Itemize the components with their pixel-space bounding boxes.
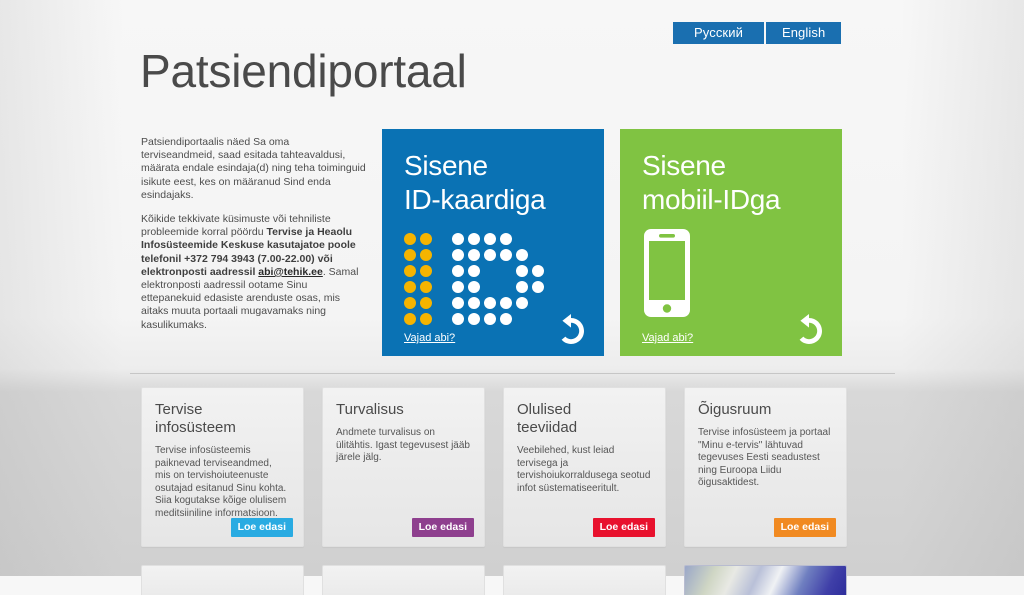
read-more-button[interactable]: Loe edasi — [411, 518, 474, 537]
info-card-row2-item[interactable] — [141, 565, 304, 595]
info-card-grid-row2 — [141, 565, 847, 595]
login-tile-mobile-id-title-line2: mobiil-IDga — [642, 184, 781, 215]
info-card-title: Turvalisus — [336, 401, 471, 419]
language-button-english[interactable]: English — [765, 22, 842, 44]
info-card-title-line2: teeviidad — [517, 419, 578, 436]
enter-arrow-icon — [561, 314, 584, 344]
intro-lead-text: Kõikide tekkivate küsimuste või tehnilis… — [141, 213, 331, 239]
info-card-row2-item[interactable] — [322, 565, 485, 595]
intro-support-contact: Tervise ja Heaolu Infosüsteemide Keskuse… — [141, 226, 356, 278]
info-card-turvalisus[interactable]: Turvalisus Andmete turvalisus on ülitäht… — [322, 387, 485, 547]
login-tile-mobile-id-help-link[interactable]: Vajad abi? — [642, 332, 694, 344]
info-card-row2-item[interactable] — [503, 565, 666, 595]
smartphone-icon — [644, 229, 690, 317]
login-tile-id-card-title: Sisene ID-kaardiga — [404, 149, 582, 217]
intro-paragraph-1: Patsiendiportaalis näed Sa oma tervisean… — [141, 136, 366, 201]
read-more-button[interactable]: Loe edasi — [773, 518, 836, 537]
login-tile-mobile-id[interactable]: Sisene mobiil-IDga Vajad abi? — [620, 129, 842, 356]
intro-tail-text: . Samal elektronposti aadressil ootame S… — [141, 265, 359, 331]
section-divider — [130, 373, 895, 374]
info-card-text: Tervise infosüsteem ja portaal "Minu e-t… — [698, 427, 831, 488]
info-card-title-line1: Olulised — [517, 401, 572, 418]
info-card-title: Tervise infosüsteem — [155, 401, 290, 437]
support-email-link[interactable]: abi@tehik.ee — [258, 265, 323, 278]
read-more-button[interactable]: Loe edasi — [230, 518, 293, 537]
intro-paragraph-2: Kõikide tekkivate küsimuste või tehnilis… — [141, 213, 366, 332]
info-card-title-line1: Õigusruum — [698, 401, 772, 418]
info-card-olulised-teeviidad[interactable]: Olulised teeviidad Veebilehed, kust leia… — [503, 387, 666, 547]
enter-arrow-icon — [799, 314, 822, 344]
language-switcher: Русский English — [673, 22, 842, 44]
page-root: Русский English Patsiendiportaal Patsien… — [130, 22, 895, 595]
info-card-title-line2: infosüsteem — [155, 419, 236, 436]
login-tile-id-card-help-link[interactable]: Vajad abi? — [404, 332, 456, 344]
info-card-title: Õigusruum — [698, 401, 833, 419]
info-card-text: Veebilehed, kust leiad tervisega ja terv… — [517, 445, 651, 494]
login-tile-id-card-title-line2: ID-kaardiga — [404, 184, 546, 215]
intro-text: Patsiendiportaalis näed Sa oma tervisean… — [141, 136, 366, 343]
login-tile-id-card[interactable]: Sisene ID-kaardiga Vajad abi? — [382, 129, 604, 356]
login-tile-id-card-title-line1: Sisene — [404, 150, 488, 181]
id-card-dot-matrix-icon — [404, 233, 546, 327]
info-card-title-line1: Tervise — [155, 401, 203, 418]
page-title: Patsiendiportaal — [140, 45, 467, 97]
login-tile-mobile-id-title-line1: Sisene — [642, 150, 726, 181]
info-card-tervise-infosusteem[interactable]: Tervise infosüsteem Tervise infosüsteemi… — [141, 387, 304, 547]
info-card-grid: Tervise infosüsteem Tervise infosüsteemi… — [141, 387, 847, 547]
info-card-title: Olulised teeviidad — [517, 401, 652, 437]
info-card-title-line1: Turvalisus — [336, 401, 404, 418]
read-more-button[interactable]: Loe edasi — [592, 518, 655, 537]
info-card-text: Tervise infosüsteemis paiknevad tervisea… — [155, 445, 287, 519]
info-card-oigusruum[interactable]: Õigusruum Tervise infosüsteem ja portaal… — [684, 387, 847, 547]
info-card-row2-item-image[interactable] — [684, 565, 847, 595]
login-tile-mobile-id-title: Sisene mobiil-IDga — [642, 149, 820, 217]
language-button-russian[interactable]: Русский — [673, 22, 764, 44]
info-card-text: Andmete turvalisus on ülitähtis. Igast t… — [336, 427, 470, 463]
